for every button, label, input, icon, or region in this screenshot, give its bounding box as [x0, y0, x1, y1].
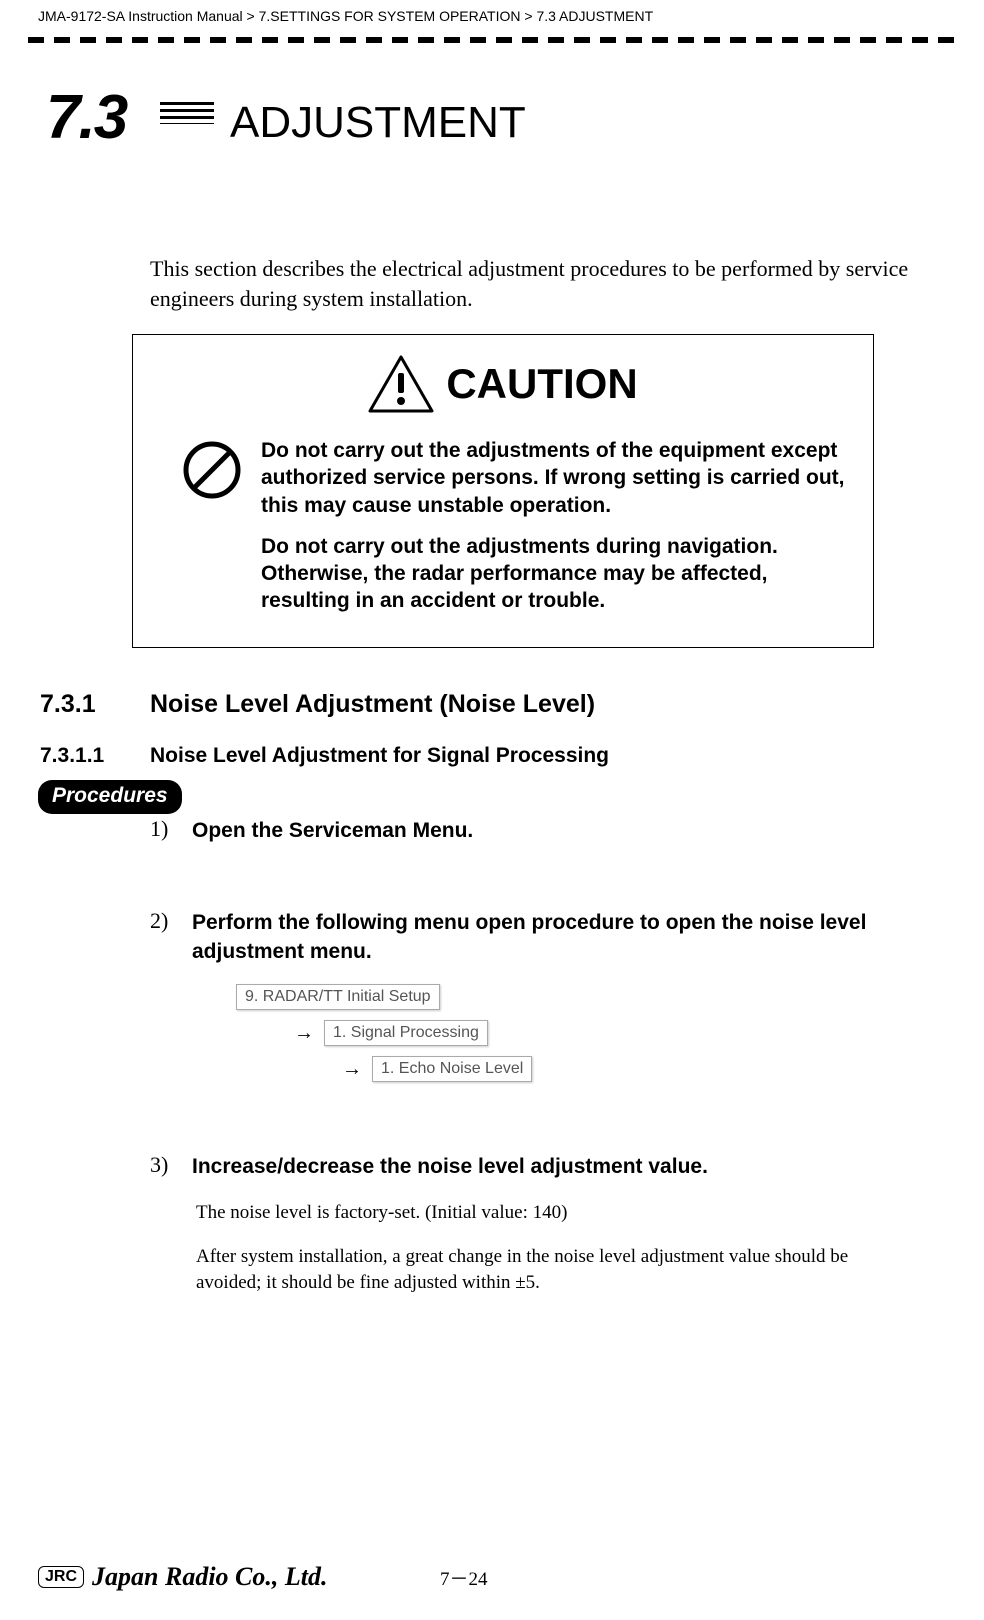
menu-item-2: 1. Signal Processing [324, 1020, 488, 1046]
body-para-1: The noise level is factory-set. (Initial… [196, 1200, 896, 1226]
step-2-text: Perform the following menu open procedur… [192, 908, 892, 967]
menu-item-1: 9. RADAR/TT Initial Setup [236, 984, 440, 1010]
step-3-text: Increase/decrease the noise level adjust… [192, 1152, 892, 1181]
step-3-num: 3) [150, 1152, 176, 1178]
body-para-2: After system installation, a great chang… [196, 1244, 896, 1295]
intro-paragraph: This section describes the electrical ad… [150, 254, 910, 313]
dashed-divider [28, 36, 956, 44]
arrow-icon: → [294, 1022, 314, 1045]
page-number: 7－24 [440, 1564, 488, 1591]
arrow-icon: → [342, 1058, 362, 1081]
section-title: ADJUSTMENT [230, 98, 526, 148]
footer: JRC Japan Radio Co., Ltd. 7－24 [38, 1562, 948, 1592]
step-3: 3) Increase/decrease the noise level adj… [150, 1152, 892, 1181]
jrc-logo-badge: JRC [38, 1566, 84, 1588]
subsection-number: 7.3.1 [40, 690, 96, 719]
caution-text-1: Do not carry out the adjustments of the … [261, 437, 853, 519]
subsubsection-title: Noise Level Adjustment for Signal Proces… [150, 744, 609, 768]
breadcrumb: JMA-9172-SA Instruction Manual > 7.SETTI… [38, 8, 653, 24]
caution-triangle-icon [368, 355, 434, 413]
step-1-text: Open the Serviceman Menu. [192, 816, 892, 845]
section-number: 7.3 [46, 82, 126, 153]
jrc-company-name: Japan Radio Co., Ltd. [92, 1562, 327, 1592]
caution-label: CAUTION [446, 360, 637, 408]
prohibit-icon [183, 441, 241, 499]
caution-box: CAUTION Do not carry out the adjustments… [132, 334, 874, 648]
section-rule-lines [160, 102, 214, 128]
menu-path: 9. RADAR/TT Initial Setup → 1. Signal Pr… [236, 984, 532, 1092]
caution-text-2: Do not carry out the adjustments during … [261, 533, 853, 615]
step-2: 2) Perform the following menu open proce… [150, 908, 892, 967]
subsubsection-number: 7.3.1.1 [40, 744, 104, 768]
procedures-badge: Procedures [38, 780, 182, 814]
step-1-num: 1) [150, 816, 176, 842]
caution-header: CAUTION [153, 355, 853, 413]
step-1: 1) Open the Serviceman Menu. [150, 816, 892, 845]
menu-item-3: 1. Echo Noise Level [372, 1056, 532, 1082]
subsection-title: Noise Level Adjustment (Noise Level) [150, 690, 595, 719]
step-2-num: 2) [150, 908, 176, 934]
